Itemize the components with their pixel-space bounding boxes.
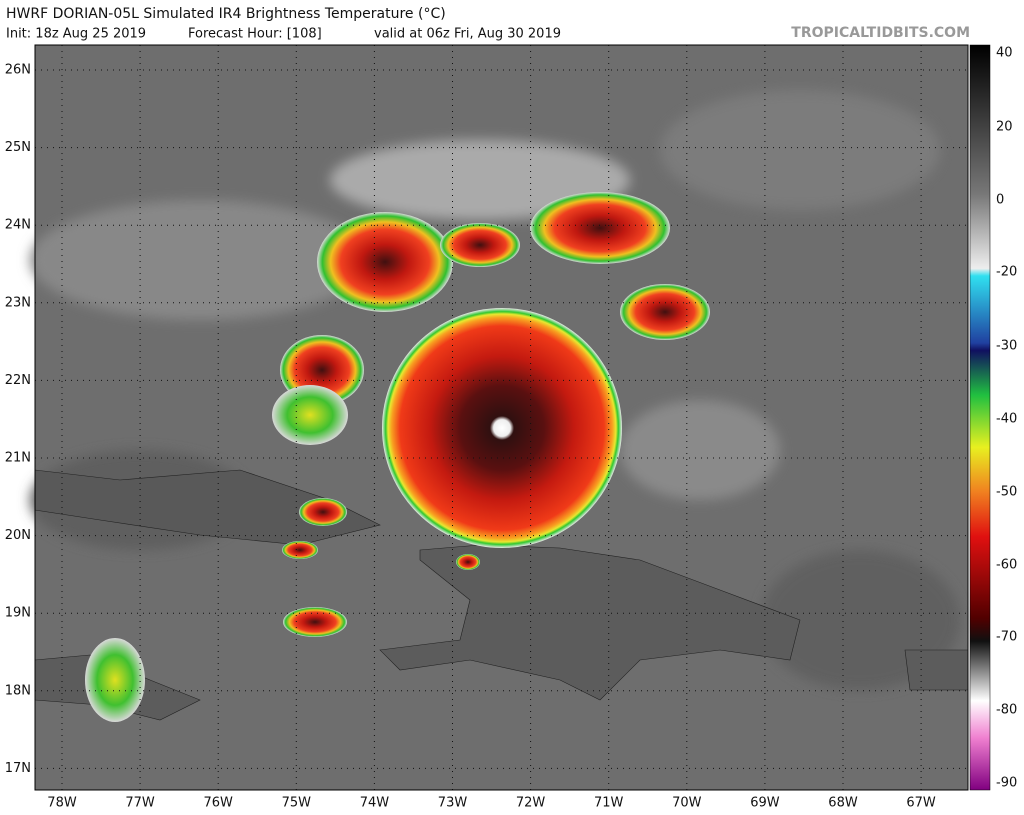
colorbar-label: -60: [996, 558, 1017, 573]
colorbar-label: 0: [996, 193, 1004, 208]
graticule: [35, 45, 968, 790]
colorbar-label: 20: [996, 120, 1013, 135]
colorbar-label: -40: [996, 412, 1017, 427]
lon-label: 70W: [672, 796, 702, 811]
lat-label: 19N: [5, 606, 31, 621]
lon-label: 71W: [594, 796, 624, 811]
lat-label: 17N: [5, 761, 31, 776]
lon-label: 75W: [282, 796, 312, 811]
cuba: [34, 469, 381, 546]
lon-label: 69W: [750, 796, 780, 811]
hispaniola: [379, 544, 801, 701]
convection: [530, 192, 670, 264]
map-frame: [34, 44, 969, 791]
convection: [283, 607, 347, 637]
lon-label: 78W: [47, 796, 77, 811]
forecast-hour: Forecast Hour: [108]: [188, 27, 322, 42]
lon-label: 74W: [360, 796, 390, 811]
convection: [299, 498, 347, 526]
convection: [282, 541, 318, 559]
puerto-rico: [904, 649, 969, 691]
convection: [317, 212, 453, 312]
lat-label: 18N: [5, 683, 31, 698]
convection: [272, 385, 348, 445]
lat-label: 21N: [5, 451, 31, 466]
colorbar-label: -90: [996, 776, 1017, 791]
lon-label: 77W: [125, 796, 155, 811]
colorbar-label: -50: [996, 485, 1017, 500]
lon-label: 73W: [438, 796, 468, 811]
lat-label: 20N: [5, 528, 31, 543]
lon-label: 76W: [203, 796, 233, 811]
lat-label: 25N: [5, 140, 31, 155]
init-time: Init: 18z Aug 25 2019: [6, 27, 146, 42]
colorbar-label: -70: [996, 630, 1017, 645]
convection: [440, 223, 520, 267]
colorbar-label: -30: [996, 339, 1017, 354]
map-area: [30, 44, 969, 791]
lat-label: 23N: [5, 295, 31, 310]
lon-label: 72W: [516, 796, 546, 811]
colorbar-label: 40: [996, 46, 1013, 61]
lon-label: 68W: [828, 796, 858, 811]
colorbar-label: -20: [996, 265, 1017, 280]
convection: [456, 554, 480, 570]
lon-label: 67W: [906, 796, 936, 811]
title: HWRF DORIAN-05L Simulated IR4 Brightness…: [6, 6, 446, 22]
colorbar: [969, 44, 991, 791]
jamaica-convection: [85, 638, 145, 722]
colorbar-label: -80: [996, 703, 1017, 718]
valid-time: valid at 06z Fri, Aug 30 2019: [374, 27, 561, 42]
lat-label: 24N: [5, 218, 31, 233]
hurricane: [382, 308, 622, 548]
convection: [620, 284, 710, 340]
lat-label: 22N: [5, 373, 31, 388]
source: TROPICALTIDBITS.COM: [791, 25, 970, 41]
lat-label: 26N: [5, 63, 31, 78]
